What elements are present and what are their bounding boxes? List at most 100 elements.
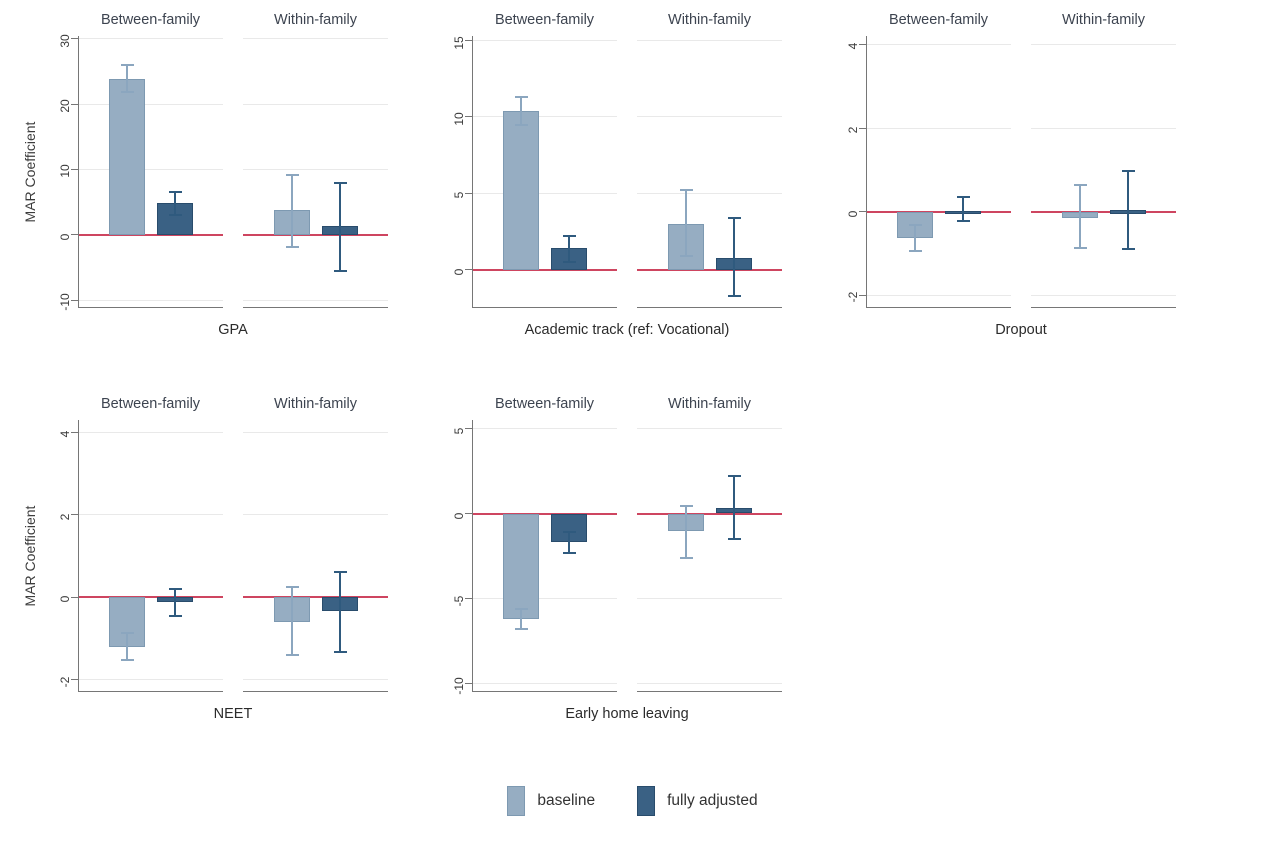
- zero-line: [866, 210, 1011, 213]
- errorbar-cap-fully-adjusted: [333, 570, 347, 573]
- gridline: [472, 683, 617, 684]
- zero-line: [637, 268, 782, 271]
- gridline: [1031, 127, 1176, 129]
- y-tick-labels: -2 0 2 4: [830, 10, 866, 308]
- errorbar-cap-fully-adjusted: [562, 261, 576, 264]
- errorbar-fully-adjusted: [962, 197, 965, 221]
- y-tick-mark: [71, 431, 78, 433]
- y-tick-mark: [465, 683, 472, 684]
- y-tick-label: 10: [452, 112, 466, 126]
- outcome-label-dropout: Dropout: [995, 322, 1047, 338]
- plot-area: [465, 420, 782, 692]
- errorbar-cap-baseline: [1073, 246, 1087, 249]
- subpanel-between-family: [78, 420, 223, 692]
- gridline: [472, 598, 617, 599]
- errorbar-cap-fully-adjusted: [168, 190, 182, 193]
- y-tick-label: 0: [58, 233, 72, 241]
- gridline: [78, 38, 223, 40]
- y-tick-label: -10: [58, 293, 72, 311]
- subpanel-within-family: [243, 420, 388, 692]
- errorbar-cap-fully-adjusted: [1121, 170, 1135, 173]
- x-axis-line: [243, 691, 388, 692]
- plot-column: Between-family Within-family Early home le…: [465, 394, 782, 722]
- plot-column: Between-family Within-family GPA: [71, 10, 388, 338]
- y-tick-mark: [465, 428, 472, 429]
- legend-item-baseline: baseline: [507, 786, 595, 816]
- errorbar-cap-baseline: [285, 653, 299, 656]
- subpanel-header-between-family: Between-family: [888, 12, 989, 28]
- gridline: [78, 431, 223, 433]
- gridline: [78, 168, 223, 170]
- y-tick-label: -2: [58, 676, 72, 687]
- subpanel-header-between-family: Between-family: [100, 396, 201, 412]
- gridline: [243, 299, 388, 301]
- plot-column: Between-family Within-family Academic trac…: [465, 10, 782, 338]
- x-axis-line: [243, 307, 388, 308]
- subpanel-header-within-family: Within-family: [274, 396, 357, 412]
- errorbar-cap-fully-adjusted: [727, 538, 741, 540]
- errorbar-fully-adjusted: [174, 588, 177, 616]
- y-tick-label: 4: [58, 431, 72, 438]
- legend-swatch-fully-adjusted: [637, 786, 656, 816]
- y-tick-mark: [465, 598, 472, 599]
- errorbar-cap-baseline: [514, 607, 528, 610]
- errorbar-baseline: [685, 190, 688, 257]
- y-tick-label: 5: [452, 192, 466, 199]
- plot-column: Between-family Within-family Dropout: [859, 10, 1176, 338]
- zero-line: [472, 268, 617, 271]
- zero-line: [472, 512, 617, 515]
- subpanel-between-family: [472, 36, 617, 308]
- y-tick-mark: [465, 192, 472, 194]
- subpanel-between-family: [866, 36, 1011, 308]
- errorbar-cap-baseline: [679, 504, 693, 507]
- errorbar-cap-fully-adjusted: [168, 614, 182, 617]
- y-tick-mark: [859, 211, 866, 213]
- gridline: [243, 168, 388, 170]
- bar-fully-adjusted: [157, 203, 194, 235]
- y-tick-label: 5: [452, 427, 466, 434]
- y-tick-mark: [465, 116, 472, 118]
- errorbar-cap-baseline: [908, 250, 922, 253]
- legend-label-fully-adjusted: fully adjusted: [667, 792, 758, 809]
- errorbar-cap-baseline: [908, 223, 922, 226]
- zero-line: [78, 596, 223, 599]
- subpanel-header-within-family: Within-family: [274, 12, 357, 28]
- errorbar-cap-fully-adjusted: [956, 196, 970, 199]
- y-axis-line: [866, 36, 867, 308]
- panel-gpa: MAR Coefficient -10 0 10 20 30 Between-family W…: [18, 10, 388, 338]
- gridline: [78, 103, 223, 105]
- errorbar-baseline: [291, 174, 294, 248]
- gridline: [243, 103, 388, 105]
- errorbar-cap-baseline: [285, 246, 299, 249]
- plot-area: [859, 36, 1176, 308]
- errorbar-cap-baseline: [514, 123, 528, 126]
- errorbar-cap-fully-adjusted: [333, 269, 347, 272]
- y-tick-label: 10: [58, 164, 72, 179]
- errorbar-cap-fully-adjusted: [333, 651, 347, 654]
- errorbar-fully-adjusted: [568, 532, 571, 553]
- gridline: [472, 40, 617, 42]
- errorbar-fully-adjusted: [339, 183, 342, 271]
- panel-early-home-leaving: -10 -5 0 5 Between-family Within-family Early …: [436, 394, 782, 722]
- errorbar-cap-baseline: [285, 586, 299, 589]
- errorbar-cap-baseline: [514, 628, 528, 631]
- y-tick-mark: [465, 269, 472, 271]
- errorbar-cap-baseline: [679, 255, 693, 258]
- errorbar-fully-adjusted: [174, 191, 177, 216]
- gridline: [243, 514, 388, 516]
- plot-area: [71, 420, 388, 692]
- outcome-label-early-home-leaving: Early home leaving: [565, 706, 689, 722]
- errorbar-cap-baseline: [120, 90, 134, 93]
- y-tick-mark: [71, 514, 78, 516]
- gridline: [637, 683, 782, 684]
- errorbar-cap-fully-adjusted: [333, 182, 347, 185]
- gridline: [78, 514, 223, 516]
- plot-area: [71, 36, 388, 308]
- errorbar-cap-baseline: [120, 631, 134, 634]
- subpanel-header-between-family: Between-family: [100, 12, 201, 28]
- errorbar-cap-baseline: [285, 173, 299, 176]
- errorbar-cap-fully-adjusted: [562, 235, 576, 238]
- y-tick-mark: [465, 40, 472, 42]
- y-axis-title-column: MAR Coefficient: [18, 394, 42, 692]
- x-axis-line: [637, 691, 782, 692]
